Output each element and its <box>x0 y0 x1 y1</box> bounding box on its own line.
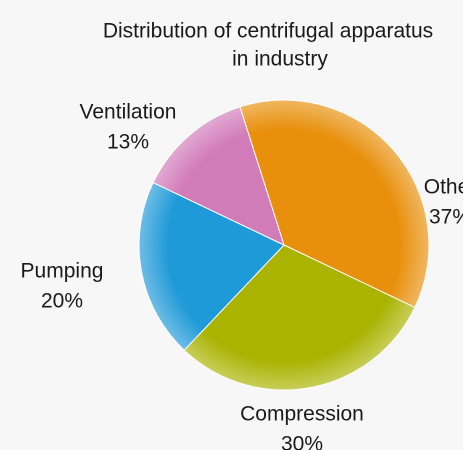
slice-value-label: 37% <box>429 206 463 229</box>
chart-title: in industry <box>232 48 328 71</box>
slice-label: Other <box>424 176 463 199</box>
slice-label: Ventilation <box>80 101 177 124</box>
slice-value-label: 20% <box>41 290 83 313</box>
slice-label: Pumping <box>21 260 104 283</box>
chart-title: Distribution of centrifugal apparatus <box>103 20 433 43</box>
slice-label: Compression <box>240 403 364 426</box>
slice-value-label: 13% <box>107 131 149 154</box>
slice-value-label: 30% <box>281 433 323 450</box>
